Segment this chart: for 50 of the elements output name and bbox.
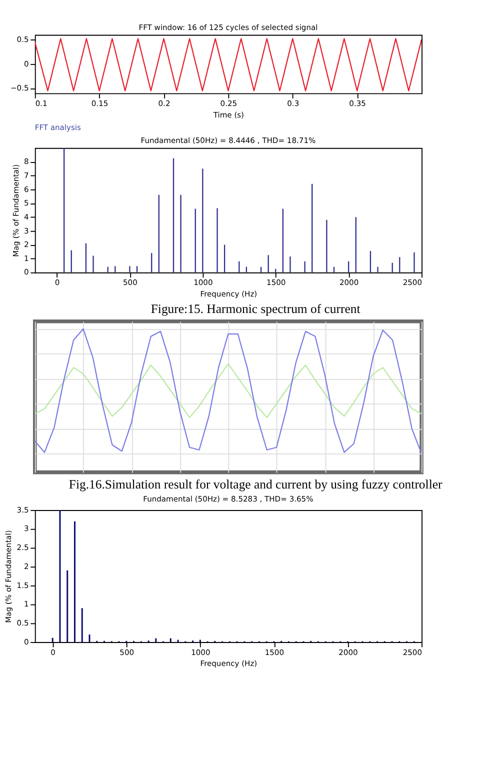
chart-subtitle: FFT analysis [34, 122, 81, 132]
y-axis-title: Mag (% of Fundamental) [11, 164, 20, 257]
x-tick-label: 0.15 [91, 98, 108, 108]
x-tick-label: 1500 [264, 648, 284, 657]
x-tick-label: 0.3 [287, 98, 300, 108]
y-tick-label: 2 [24, 240, 29, 250]
y-tick-label: 5 [24, 198, 29, 208]
x-axis-title: Frequency (Hz) [200, 659, 258, 668]
x-tick-label: 0.2 [158, 98, 170, 108]
x-tick-label: 1000 [194, 278, 213, 288]
y-tick-label: 1.5 [16, 580, 29, 590]
y-tick-label: 0.5 [16, 34, 29, 44]
y-tick-label: 7 [24, 170, 29, 180]
x-tick-label: 2000 [339, 278, 359, 288]
x-tick-label: 2000 [338, 648, 358, 657]
y-tick-label: 0 [24, 637, 29, 646]
x-tick-label: 500 [120, 648, 134, 657]
x-tick-label: 0 [50, 648, 56, 657]
y-tick-label: 2.5 [16, 543, 29, 552]
x-tick-label: 0.35 [349, 98, 366, 108]
y-tick-label: 3.5 [16, 505, 29, 514]
x-tick-label: 0.1 [35, 98, 48, 108]
x-tick-label: 0 [54, 278, 60, 288]
y-tick-label: 0.5 [16, 618, 29, 628]
caption: Fig.16.Simulation result for voltage and current by using fuzzy controller [68, 477, 443, 492]
x-tick-label: 1000 [191, 648, 210, 657]
x-tick-label: 500 [123, 278, 138, 288]
y-tick-label: 8 [24, 157, 29, 166]
y-tick-label: 1 [24, 600, 29, 609]
y-axis-title: Mag (% of Fundamental) [4, 530, 14, 623]
y-tick-label: 4 [24, 212, 29, 222]
y-tick-label: 2 [24, 562, 29, 571]
y-tick-label: −0.5 [10, 84, 29, 93]
x-tick-label: 1500 [266, 278, 286, 288]
x-tick-label: 2500 [402, 648, 422, 657]
line-series [34, 38, 422, 92]
x-tick-label: 0.25 [220, 98, 238, 108]
y-tick-label: 0 [24, 268, 29, 277]
x-axis-title: Frequency (Hz) [200, 289, 258, 298]
y-tick-label: 1 [24, 254, 29, 263]
chart-title: FFT window: 16 of 125 cycles of selected signal [138, 23, 318, 32]
chart-title: Fundamental (50Hz) = 8.4446 , THD= 18.71% [140, 136, 316, 146]
y-tick-label: 6 [24, 184, 29, 194]
x-tick-label: 2500 [402, 278, 422, 288]
x-axis-title: Time (s) [212, 110, 244, 120]
y-tick-label: 3 [24, 524, 29, 534]
y-tick-label: 0 [24, 59, 29, 68]
y-tick-label: 3 [24, 226, 29, 236]
chart-title: Fundamental (50Hz) = 8.5283 , THD= 3.65% [143, 494, 314, 504]
text: Figure:15. Harmonic spectrum of current [150, 302, 361, 316]
